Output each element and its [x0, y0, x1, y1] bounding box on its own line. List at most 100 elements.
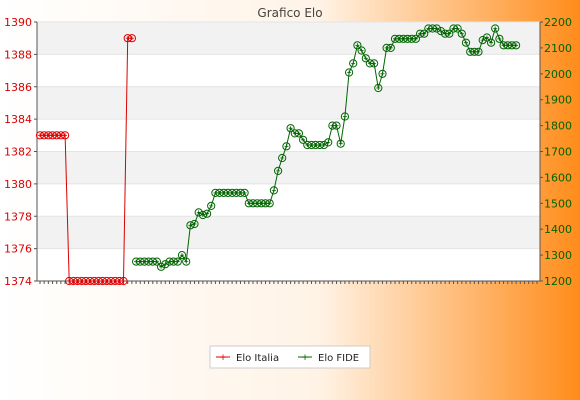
data-point-fide — [361, 54, 370, 63]
right-tick-label: 1600 — [544, 171, 572, 184]
data-point-cross-fide — [230, 190, 235, 195]
data-point-fide — [278, 153, 287, 163]
legend-marker-italia: + — [219, 353, 227, 363]
data-point-cross-fide — [418, 31, 423, 36]
data-point-cross-fide — [305, 143, 310, 147]
data-point-cross-fide — [284, 144, 289, 149]
data-point-fide — [161, 260, 170, 269]
data-point-fide — [332, 121, 341, 130]
data-point-cross-italia — [88, 279, 93, 283]
data-point-cross-fide — [154, 259, 159, 264]
data-point-cross-italia — [71, 279, 76, 283]
data-point-cross-fide — [234, 190, 239, 195]
chart-title: Grafico Elo — [257, 6, 322, 20]
data-point-fide — [177, 251, 187, 260]
data-point-fide — [453, 24, 462, 33]
data-point-cross-fide — [355, 43, 360, 48]
data-point-cross-fide — [263, 201, 268, 206]
data-point-fide — [319, 140, 329, 150]
data-point-fide — [240, 188, 249, 197]
data-point-cross-fide — [338, 141, 343, 146]
data-point-cross-fide — [459, 31, 464, 36]
data-point-fide — [340, 112, 349, 121]
data-point-cross-fide — [342, 114, 347, 119]
data-point-cross-fide — [209, 203, 214, 208]
data-point-cross-fide — [405, 36, 410, 41]
data-point-fide — [374, 83, 383, 93]
right-tick-label: 1900 — [544, 94, 572, 107]
data-point-fide — [349, 59, 358, 68]
left-tick-label: 1380 — [4, 178, 32, 191]
data-point-cross-fide — [464, 40, 468, 45]
right-tick-label: 1400 — [544, 223, 572, 236]
data-point-cross-fide — [138, 259, 143, 264]
data-point-cross-fide — [413, 36, 418, 41]
data-point-fide — [203, 209, 212, 218]
data-point-fide — [207, 201, 216, 210]
data-point-cross-italia — [125, 36, 130, 41]
data-point-cross-italia — [75, 279, 80, 283]
legend-box — [209, 345, 371, 369]
plot-band — [37, 151, 540, 184]
plot-band — [37, 22, 540, 55]
data-point-cross-fide — [259, 201, 264, 206]
data-point-cross-fide — [246, 201, 251, 206]
data-point-cross-fide — [447, 31, 452, 36]
data-point-cross-fide — [380, 71, 385, 76]
data-point-fide — [299, 135, 308, 144]
data-point-fide — [186, 221, 195, 230]
data-point-fide — [198, 210, 207, 220]
right-tick-label: 1200 — [544, 275, 572, 288]
data-point-cross-fide — [476, 49, 481, 54]
data-point-cross-fide — [376, 86, 381, 90]
data-point-cross-italia — [92, 279, 97, 283]
data-point-fide — [512, 41, 521, 50]
plot-band — [37, 86, 540, 120]
left-tick-label: 1378 — [4, 210, 32, 223]
data-point-cross-fide — [393, 36, 397, 41]
legend: + Elo Italia + Elo FIDE — [209, 345, 371, 369]
data-point-fide — [495, 34, 504, 43]
data-point-fide — [269, 186, 278, 195]
data-point-italia — [119, 276, 128, 286]
data-point-fide — [294, 129, 303, 138]
data-point-fide — [336, 139, 345, 148]
data-point-fide — [378, 69, 387, 78]
data-point-fide — [491, 24, 500, 33]
right-tick-label: 1500 — [544, 197, 572, 210]
data-point-cross-fide — [171, 259, 176, 264]
data-point-cross-fide — [451, 26, 456, 31]
x-axis-ticks — [39, 281, 538, 284]
data-point-cross-fide — [509, 43, 514, 48]
data-point-cross-italia — [50, 133, 55, 138]
series-line-fide — [136, 26, 517, 268]
legend-marker-fide: + — [301, 353, 309, 363]
data-point-cross-fide — [347, 70, 352, 75]
right-tick-label: 2100 — [544, 42, 572, 55]
data-point-fide — [482, 33, 491, 42]
data-point-cross-fide — [514, 43, 519, 48]
data-point-fide — [420, 29, 429, 38]
data-point-fide — [436, 27, 445, 36]
data-point-cross-fide — [372, 61, 377, 66]
data-point-cross-fide — [251, 201, 255, 206]
data-point-fide — [411, 34, 420, 43]
data-point-cross-fide — [213, 190, 218, 195]
data-point-cross-fide — [200, 213, 205, 217]
data-point-fide — [445, 29, 454, 38]
data-point-cross-fide — [388, 45, 393, 50]
data-point-cross-fide — [205, 211, 210, 216]
data-point-cross-fide — [468, 49, 473, 54]
data-point-fide — [190, 219, 199, 229]
data-point-cross-fide — [175, 259, 180, 264]
right-tick-label: 1700 — [544, 146, 572, 159]
data-point-cross-fide — [146, 259, 151, 264]
data-point-cross-fide — [426, 26, 431, 31]
left-tick-label: 1382 — [4, 146, 32, 159]
data-point-fide — [461, 38, 471, 47]
right-tick-label: 2000 — [544, 68, 572, 81]
data-point-fide — [182, 257, 191, 266]
data-point-cross-fide — [430, 26, 435, 31]
data-point-cross-fide — [238, 190, 243, 195]
